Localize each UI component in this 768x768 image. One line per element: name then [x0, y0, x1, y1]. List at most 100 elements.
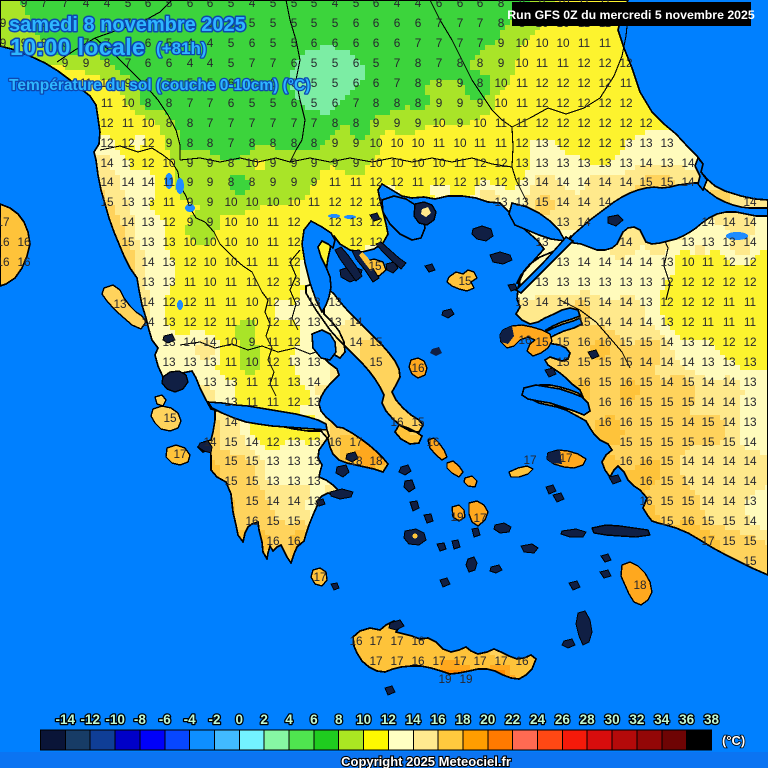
svg-text:9: 9 [270, 156, 277, 170]
svg-text:13: 13 [577, 156, 591, 170]
svg-text:14: 14 [681, 175, 695, 189]
svg-text:13: 13 [619, 136, 633, 150]
svg-text:7: 7 [207, 116, 214, 130]
svg-text:14: 14 [639, 255, 653, 269]
svg-text:7: 7 [394, 56, 401, 70]
svg-text:7: 7 [228, 136, 235, 150]
svg-text:6: 6 [166, 56, 173, 70]
svg-text:12: 12 [328, 215, 341, 229]
svg-text:10: 10 [141, 116, 155, 130]
svg-text:5: 5 [311, 96, 318, 110]
svg-text:13: 13 [203, 355, 217, 369]
svg-text:13: 13 [287, 435, 301, 449]
svg-text:17: 17 [390, 654, 403, 668]
svg-text:38: 38 [704, 712, 720, 727]
svg-text:12: 12 [349, 195, 362, 209]
svg-text:15: 15 [535, 195, 549, 209]
svg-text:16: 16 [426, 435, 440, 449]
svg-text:-4: -4 [184, 712, 196, 727]
svg-text:11: 11 [495, 116, 507, 130]
svg-text:12: 12 [577, 116, 590, 130]
svg-text:10: 10 [515, 56, 529, 70]
svg-text:12: 12 [287, 235, 300, 249]
svg-text:13: 13 [224, 375, 238, 389]
svg-text:17: 17 [453, 654, 466, 668]
svg-text:9: 9 [332, 156, 339, 170]
svg-text:11: 11 [225, 275, 237, 289]
svg-text:19: 19 [459, 672, 472, 686]
svg-text:5: 5 [228, 16, 235, 30]
svg-text:14: 14 [743, 235, 757, 249]
svg-text:8: 8 [477, 76, 484, 90]
svg-text:5: 5 [166, 36, 173, 50]
svg-text:14: 14 [619, 255, 633, 269]
svg-text:11: 11 [454, 156, 466, 170]
svg-text:14: 14 [224, 415, 238, 429]
svg-text:15: 15 [224, 454, 238, 468]
svg-text:14: 14 [598, 255, 612, 269]
svg-text:11: 11 [516, 96, 528, 110]
svg-text:14: 14 [743, 215, 757, 229]
svg-text:12: 12 [473, 156, 486, 170]
svg-text:13: 13 [307, 494, 321, 508]
svg-text:13: 13 [121, 156, 135, 170]
svg-text:11: 11 [267, 395, 279, 409]
svg-text:26: 26 [555, 712, 571, 727]
svg-text:10: 10 [432, 156, 446, 170]
svg-text:10: 10 [494, 76, 508, 90]
svg-text:12: 12 [660, 275, 673, 289]
svg-text:5: 5 [373, 56, 380, 70]
svg-text:14: 14 [639, 355, 653, 369]
svg-text:19: 19 [450, 510, 463, 524]
svg-text:11: 11 [578, 36, 590, 50]
svg-text:7: 7 [125, 16, 132, 30]
svg-text:6: 6 [373, 76, 380, 90]
svg-text:10: 10 [224, 235, 238, 249]
svg-text:9: 9 [187, 195, 194, 209]
svg-text:10: 10 [203, 235, 217, 249]
svg-text:13: 13 [722, 235, 736, 249]
svg-text:10: 10 [224, 215, 238, 229]
svg-text:14: 14 [701, 494, 715, 508]
svg-text:16: 16 [639, 454, 653, 468]
svg-text:14: 14 [701, 395, 715, 409]
svg-text:13: 13 [598, 156, 612, 170]
svg-text:16: 16 [431, 712, 447, 727]
svg-text:7: 7 [228, 116, 235, 130]
svg-text:15: 15 [458, 274, 472, 288]
svg-text:6: 6 [353, 56, 360, 70]
svg-text:14: 14 [681, 454, 695, 468]
svg-text:15: 15 [598, 375, 612, 389]
svg-text:9: 9 [207, 156, 214, 170]
svg-text:16: 16 [411, 654, 425, 668]
svg-text:15: 15 [577, 315, 591, 329]
svg-text:13: 13 [639, 136, 653, 150]
svg-text:11: 11 [536, 56, 548, 70]
svg-text:14: 14 [722, 494, 736, 508]
svg-text:8: 8 [187, 116, 194, 130]
svg-text:12: 12 [743, 335, 756, 349]
svg-text:16: 16 [266, 534, 280, 548]
svg-text:13: 13 [307, 355, 321, 369]
svg-text:16: 16 [411, 634, 425, 648]
svg-text:16: 16 [639, 494, 653, 508]
svg-text:7: 7 [477, 16, 484, 30]
svg-text:15: 15 [681, 435, 695, 449]
svg-text:12: 12 [515, 136, 528, 150]
svg-text:6: 6 [145, 56, 152, 70]
svg-text:5: 5 [104, 16, 111, 30]
svg-text:6: 6 [249, 36, 256, 50]
svg-text:17: 17 [701, 534, 714, 548]
svg-text:11: 11 [702, 315, 714, 329]
svg-text:14: 14 [598, 195, 612, 209]
svg-text:7: 7 [125, 56, 132, 70]
svg-text:16: 16 [577, 375, 591, 389]
svg-text:samedi 8 novembre 2025: samedi 8 novembre 2025 [9, 14, 246, 36]
svg-text:5: 5 [270, 16, 277, 30]
svg-text:5: 5 [270, 0, 277, 10]
svg-text:12: 12 [619, 56, 632, 70]
svg-text:13: 13 [619, 275, 633, 289]
svg-text:10: 10 [183, 235, 197, 249]
svg-text:13: 13 [287, 275, 301, 289]
svg-text:9: 9 [125, 76, 132, 90]
